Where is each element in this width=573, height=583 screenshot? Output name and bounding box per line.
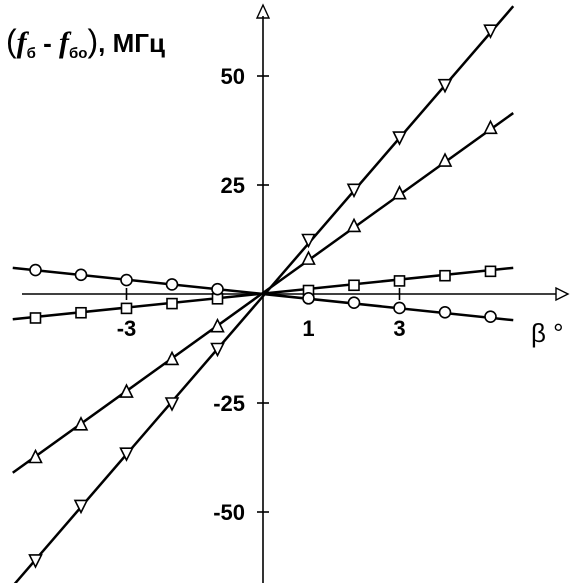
series-markers	[28, 24, 498, 569]
data-point-circle	[393, 301, 406, 315]
y-title-f1: f	[17, 26, 30, 59]
data-point-circle	[484, 310, 497, 323]
data-point-triangle-down	[28, 554, 43, 569]
y-axis-title: (fб - fбо), МГц	[6, 23, 165, 62]
data-point-triangle-down	[483, 24, 498, 40]
x-tick-label: 3	[393, 316, 405, 341]
data-point-triangle-down	[73, 499, 89, 515]
x-tick-label: -3	[117, 316, 137, 341]
ticks: -3 1 3 50 25 -25 -50	[117, 64, 406, 525]
data-point-triangle-up	[164, 350, 180, 366]
data-point-square	[120, 302, 133, 315]
y-title-sub1: б	[27, 45, 36, 62]
data-point-triangle-down	[210, 342, 225, 358]
data-point-triangle-up	[301, 250, 316, 265]
x-axis-title: β °	[531, 318, 564, 348]
series-line-triangle-down	[13, 5, 515, 583]
data-point-triangle-down	[301, 233, 316, 249]
series-lines	[12, 5, 515, 583]
data-point-square	[29, 312, 42, 324]
data-point-triangle-up	[346, 217, 362, 233]
y-tick-label: 50	[221, 64, 245, 89]
data-point-circle	[165, 278, 179, 291]
data-point-circle	[302, 292, 315, 305]
data-point-circle	[347, 296, 361, 310]
data-point-square	[393, 275, 406, 287]
data-point-triangle-down	[392, 131, 407, 146]
y-tick-label: -50	[213, 500, 245, 525]
x-axis-arrow-icon	[555, 286, 570, 302]
data-point-triangle-down	[346, 183, 362, 199]
y-axis-arrow-icon	[255, 3, 271, 19]
y-title-unit: , МГц	[98, 28, 165, 58]
data-point-triangle-up	[392, 184, 407, 200]
data-point-square	[439, 269, 451, 282]
data-point-square	[484, 265, 497, 278]
data-point-square	[166, 297, 178, 310]
data-point-triangle-up	[28, 448, 43, 464]
y-tick-label: 25	[221, 173, 245, 198]
data-point-circle	[29, 263, 42, 277]
data-point-square	[348, 279, 360, 292]
data-point-triangle-up	[437, 152, 453, 167]
data-point-circle	[211, 282, 224, 296]
data-point-circle	[74, 268, 88, 282]
y-title-f2: f	[59, 26, 72, 59]
data-point-triangle-up	[210, 317, 225, 333]
y-title-sub2: бо	[69, 45, 87, 62]
x-tick-label: 1	[302, 316, 314, 341]
data-point-triangle-up	[119, 383, 134, 398]
data-point-triangle-down	[164, 397, 180, 412]
axes	[22, 3, 570, 583]
data-point-triangle-down	[119, 447, 134, 462]
y-title-minus: -	[36, 28, 59, 58]
y-tick-label: -25	[213, 391, 245, 416]
data-point-square	[75, 306, 87, 319]
data-point-circle	[438, 306, 452, 319]
data-point-triangle-up	[73, 416, 89, 431]
y-title-close: )	[87, 23, 98, 59]
data-point-triangle-up	[483, 119, 498, 135]
data-point-triangle-down	[437, 78, 453, 94]
data-point-circle	[120, 273, 133, 287]
y-title-open: (	[6, 23, 17, 59]
series-line-circle	[12, 266, 514, 322]
